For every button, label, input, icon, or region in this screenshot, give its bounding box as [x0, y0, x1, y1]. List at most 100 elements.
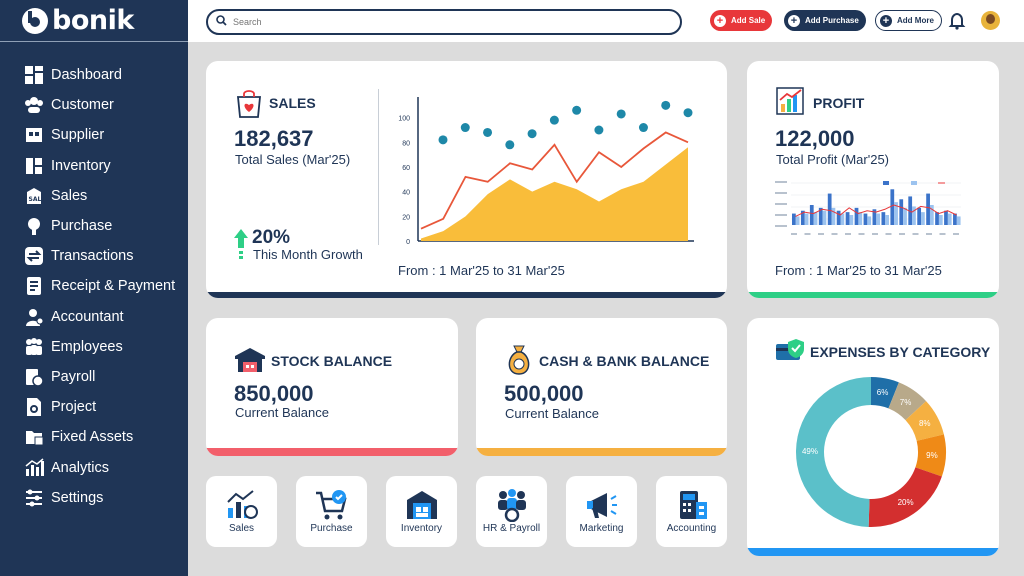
- accounting-icon: [675, 488, 709, 522]
- x-tick-mark: [953, 233, 959, 235]
- scatter-point: [683, 108, 693, 118]
- bar-series-1: [854, 207, 859, 225]
- donut-slice-label: 9%: [926, 451, 938, 460]
- bar-series-1: [917, 207, 922, 225]
- legend-swatch: [883, 181, 889, 185]
- card-accent-bar: [476, 448, 727, 456]
- divider: [378, 89, 379, 245]
- sidebar: bonik Dashboard Customer Supplier Invent…: [0, 0, 188, 576]
- sidebar-item-inventory[interactable]: Inventory: [0, 151, 188, 181]
- tile-accounting[interactable]: Accounting: [656, 476, 727, 547]
- sidebar-item-label: Dashboard: [51, 67, 122, 84]
- bar-series-1: [953, 213, 957, 225]
- bar-series-2: [938, 215, 943, 225]
- bar-series-1: [872, 209, 877, 225]
- sidebar-item-label: Project: [51, 399, 97, 416]
- fixed-assets-icon: [24, 427, 44, 447]
- bar-series-2: [849, 215, 854, 225]
- tile-label: Sales: [228, 523, 254, 534]
- sidebar-item-analytics[interactable]: Analytics: [0, 452, 188, 482]
- bar-series-2: [804, 213, 809, 225]
- sidebar-item-label: Employees: [51, 338, 123, 355]
- card-accent-bar: [747, 548, 999, 556]
- expenses-card: EXPENSES BY CATEGORY 6% 7% 8% 9% 20% 49%: [747, 318, 999, 556]
- x-tick-mark: [872, 233, 878, 235]
- tile-inventory[interactable]: Inventory: [386, 476, 457, 547]
- sidebar-item-payroll[interactable]: Payroll: [0, 362, 188, 392]
- sidebar-item-label: Payroll: [51, 368, 96, 385]
- bar-series-1: [944, 210, 948, 225]
- sidebar-item-supplier[interactable]: Supplier: [0, 120, 188, 150]
- sales-card: SALES 182,637 Total Sales (Mar'25) 20% T…: [206, 61, 727, 298]
- sales-caption: Total Sales (Mar'25): [235, 152, 351, 167]
- y-tick-mark: [775, 214, 787, 216]
- sidebar-item-settings[interactable]: Settings: [0, 483, 188, 513]
- sidebar-item-label: Supplier: [51, 127, 105, 144]
- cart-icon: [315, 488, 349, 522]
- avatar[interactable]: [981, 11, 1000, 30]
- tile-sales[interactable]: Sales: [206, 476, 277, 547]
- bar-series-2: [894, 202, 898, 225]
- tile-label: Accounting: [666, 523, 717, 534]
- stock-title: STOCK BALANCE: [271, 353, 393, 369]
- growth-arrow-icon: [234, 229, 248, 264]
- logo[interactable]: bonik: [0, 0, 188, 42]
- sidebar-item-employees[interactable]: Employees: [0, 332, 188, 362]
- inventory-icon: [24, 156, 44, 176]
- add-sale-button[interactable]: + Add Sale: [710, 10, 773, 31]
- scatter-point: [505, 140, 515, 150]
- project-icon: [24, 397, 44, 417]
- scatter-point: [438, 135, 448, 145]
- scatter-point: [527, 129, 537, 139]
- sidebar-item-fixed-assets[interactable]: Fixed Assets: [0, 422, 188, 452]
- sidebar-item-label: Accountant: [51, 308, 124, 325]
- search-box[interactable]: [206, 9, 682, 35]
- sidebar-nav: Dashboard Customer Supplier Inventory SA…: [0, 60, 188, 513]
- add-purchase-button[interactable]: + Add Purchase: [784, 10, 866, 31]
- sidebar-item-dashboard[interactable]: Dashboard: [0, 60, 188, 90]
- bar-series-1: [792, 213, 796, 225]
- cash-title: CASH & BANK BALANCE: [539, 353, 710, 369]
- bar-series-1: [899, 199, 904, 225]
- credit-card-shield-icon: [775, 338, 805, 369]
- bar-series-1: [809, 205, 814, 225]
- x-tick-mark: [818, 233, 824, 235]
- sidebar-item-transactions[interactable]: Transactions: [0, 241, 188, 271]
- scatter-point: [549, 115, 559, 125]
- tile-label: Inventory: [400, 523, 443, 534]
- bar-series-1: [926, 193, 930, 225]
- sales-title: SALES: [269, 95, 316, 111]
- donut-slice-label: 6%: [877, 388, 889, 397]
- cash-value: 500,000: [504, 381, 584, 406]
- sidebar-item-accountant[interactable]: Accountant: [0, 302, 188, 332]
- sidebar-item-customer[interactable]: Customer: [0, 90, 188, 120]
- y-tick-mark: [775, 225, 787, 227]
- search-input[interactable]: [233, 17, 633, 27]
- profit-value: 122,000: [775, 126, 855, 151]
- warehouse-icon: [405, 488, 439, 522]
- bar-series-2: [831, 207, 836, 225]
- area-series: [421, 147, 688, 241]
- sidebar-item-project[interactable]: Project: [0, 392, 188, 422]
- sidebar-item-label: Sales: [51, 187, 88, 204]
- bell-icon[interactable]: [948, 12, 966, 35]
- sidebar-item-receipt-payment[interactable]: Receipt & Payment: [0, 271, 188, 301]
- add-more-button[interactable]: + Add More: [875, 10, 942, 31]
- tile-hr-payroll[interactable]: HR & Payroll: [476, 476, 547, 547]
- y-tick-mark: [775, 181, 787, 183]
- donut-slice: [871, 377, 899, 409]
- tile-marketing[interactable]: Marketing: [566, 476, 637, 547]
- x-tick-mark: [939, 233, 946, 235]
- bar-series-1: [800, 210, 805, 225]
- tile-purchase[interactable]: Purchase: [296, 476, 367, 547]
- customer-icon: [24, 95, 44, 115]
- y-tick-mark: [775, 203, 787, 205]
- x-tick-mark: [791, 233, 797, 235]
- sidebar-item-sales[interactable]: SALE Sales: [0, 181, 188, 211]
- add-sale-label: Add Sale: [731, 16, 766, 25]
- bar-series-2: [876, 213, 881, 225]
- y-tick-label: 80: [402, 140, 410, 147]
- sidebar-item-purchase[interactable]: Purchase: [0, 211, 188, 241]
- megaphone-icon: [585, 488, 619, 522]
- sidebar-item-label: Receipt & Payment: [51, 278, 176, 295]
